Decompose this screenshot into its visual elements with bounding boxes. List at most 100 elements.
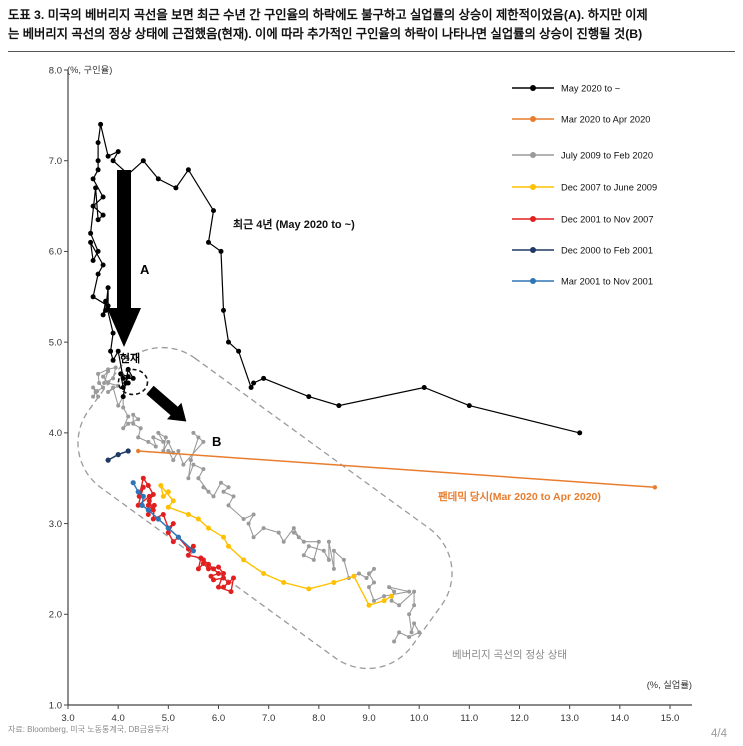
- data-point-may-2020-to: [100, 262, 106, 268]
- data-point-july-2009-to-feb-2020: [111, 376, 116, 381]
- y-tick-label: 6.0: [49, 247, 62, 258]
- data-point-july-2009-to-feb-2020: [417, 630, 422, 635]
- data-point-may-2020-to: [155, 176, 161, 182]
- data-point-july-2009-to-feb-2020: [102, 381, 107, 385]
- data-point-mar-2001-to-nov-2001: [135, 489, 141, 495]
- data-point-dec-2007-to-june-2009: [158, 483, 164, 488]
- data-point-july-2009-to-feb-2020: [126, 421, 131, 426]
- data-point-may-2020-to: [115, 149, 121, 155]
- x-tick-label: 4.0: [112, 713, 125, 724]
- data-point-may-2020-to: [100, 194, 106, 200]
- data-point-may-2020-to: [577, 430, 583, 436]
- data-point-may-2020-to: [336, 403, 342, 409]
- data-point-july-2009-to-feb-2020: [372, 598, 376, 603]
- data-point-july-2009-to-feb-2020: [407, 612, 412, 617]
- data-point-may-2020-to: [95, 248, 101, 254]
- data-point-dec-2001-to-nov-2007: [145, 483, 151, 488]
- data-point-may-2020-to: [95, 140, 101, 146]
- data-point-dec-2001-to-nov-2007: [228, 589, 234, 595]
- data-point-mar-2001-to-nov-2001: [190, 548, 196, 554]
- data-point-july-2009-to-feb-2020: [276, 530, 281, 535]
- data-point-may-2020-to: [120, 385, 126, 390]
- data-point-mar-2001-to-nov-2001: [130, 480, 136, 486]
- data-point-july-2009-to-feb-2020: [246, 521, 251, 526]
- x-tick-label: 9.0: [362, 713, 375, 724]
- data-point-may-2020-to: [206, 239, 211, 245]
- data-point-dec-2001-to-nov-2007: [165, 530, 171, 536]
- data-point-july-2009-to-feb-2020: [96, 394, 101, 399]
- data-point-july-2009-to-feb-2020: [121, 405, 126, 410]
- data-point-july-2009-to-feb-2020: [326, 557, 331, 562]
- data-point-may-2020-to: [185, 167, 191, 173]
- data-point-july-2009-to-feb-2020: [407, 635, 412, 639]
- data-point-july-2009-to-feb-2020: [186, 476, 191, 481]
- data-point-dec-2001-to-nov-2007: [221, 575, 226, 581]
- data-point-mar-2001-to-nov-2001: [145, 507, 151, 513]
- figure-title-line2: 는 베버리지 곡선의 정상 상태에 근접했음(현재). 이에 따라 추가적인 구…: [8, 27, 643, 42]
- data-point-dec-2007-to-june-2009: [281, 580, 287, 585]
- data-point-mar-2020-to-apr-2020: [136, 448, 141, 454]
- data-point-july-2009-to-feb-2020: [221, 489, 226, 494]
- x-tick-label: 11.0: [460, 713, 478, 724]
- data-point-july-2009-to-feb-2020: [153, 444, 158, 449]
- data-point-dec-2001-to-nov-2007: [136, 493, 142, 499]
- data-point-mar-2020-to-apr-2020: [652, 485, 658, 490]
- x-tick-label: 14.0: [611, 713, 630, 724]
- data-point-july-2009-to-feb-2020: [226, 503, 231, 508]
- data-point-july-2009-to-feb-2020: [191, 462, 196, 467]
- data-point-may-2020-to: [105, 285, 111, 291]
- legend-marker-icon: [530, 116, 536, 122]
- data-point-july-2009-to-feb-2020: [163, 435, 168, 440]
- data-point-may-2020-to: [90, 176, 96, 182]
- data-point-dec-2001-to-nov-2007: [231, 575, 236, 581]
- pandemic-label: 팬데믹 당시(Mar 2020 to Apr 2020): [438, 490, 601, 503]
- data-point-dec-2007-to-june-2009: [185, 512, 191, 517]
- data-point-july-2009-to-feb-2020: [397, 630, 402, 635]
- data-point-may-2020-to: [110, 330, 116, 336]
- data-point-dec-2007-to-june-2009: [165, 504, 171, 510]
- data-point-dec-2001-to-nov-2007: [211, 577, 216, 583]
- data-point-may-2020-to: [110, 158, 116, 164]
- data-point-may-2020-to: [125, 374, 131, 380]
- data-point-july-2009-to-feb-2020: [382, 594, 387, 599]
- data-point-dec-2007-to-june-2009: [389, 593, 395, 599]
- x-tick-label: 6.0: [212, 713, 225, 724]
- data-point-dec-2001-to-nov-2007: [221, 571, 226, 576]
- arrow-a-head-icon: [107, 308, 141, 347]
- data-point-may-2020-to: [421, 385, 427, 390]
- data-point-dec-2001-to-nov-2007: [185, 552, 191, 558]
- data-point-july-2009-to-feb-2020: [156, 430, 161, 435]
- data-point-may-2020-to: [90, 294, 96, 300]
- data-point-july-2009-to-feb-2020: [407, 589, 412, 594]
- data-point-july-2009-to-feb-2020: [409, 630, 414, 635]
- data-point-july-2009-to-feb-2020: [296, 535, 301, 540]
- data-point-july-2009-to-feb-2020: [136, 435, 141, 440]
- data-point-july-2009-to-feb-2020: [101, 374, 106, 379]
- source-note: 자료: Bloomberg, 미국 노동통계국, DB금융투자: [8, 725, 170, 734]
- data-point-july-2009-to-feb-2020: [306, 544, 311, 549]
- data-point-may-2020-to: [103, 298, 109, 304]
- data-point-dec-2001-to-nov-2007: [151, 502, 157, 508]
- data-point-may-2020-to: [88, 239, 94, 245]
- data-point-dec-2001-to-nov-2007: [145, 512, 151, 517]
- x-tick-label: 3.0: [61, 713, 74, 724]
- data-point-dec-2007-to-june-2009: [331, 580, 337, 585]
- data-point-dec-2001-to-nov-2007: [211, 566, 216, 572]
- x-tick-label: 15.0: [661, 713, 680, 724]
- data-point-july-2009-to-feb-2020: [113, 365, 118, 370]
- data-point-may-2020-to: [173, 185, 179, 191]
- y-axis-unit-label: (%, 구인율): [67, 65, 112, 75]
- data-point-dec-2007-to-june-2009: [165, 489, 171, 495]
- data-point-july-2009-to-feb-2020: [97, 381, 102, 385]
- data-point-july-2009-to-feb-2020: [367, 571, 371, 576]
- page-number: 4/4: [711, 728, 727, 740]
- data-point-july-2009-to-feb-2020: [181, 462, 186, 467]
- data-point-dec-2007-to-june-2009: [160, 493, 166, 499]
- data-point-dec-2007-to-june-2009: [366, 602, 372, 608]
- data-point-dec-2007-to-june-2009: [351, 573, 357, 579]
- data-point-july-2009-to-feb-2020: [95, 389, 100, 394]
- legend-label-dec-2007-to-june-2009: Dec 2007 to June 2009: [561, 183, 657, 193]
- data-point-dec-2000-to-feb-2001: [125, 448, 131, 454]
- y-tick-label: 2.0: [49, 610, 62, 621]
